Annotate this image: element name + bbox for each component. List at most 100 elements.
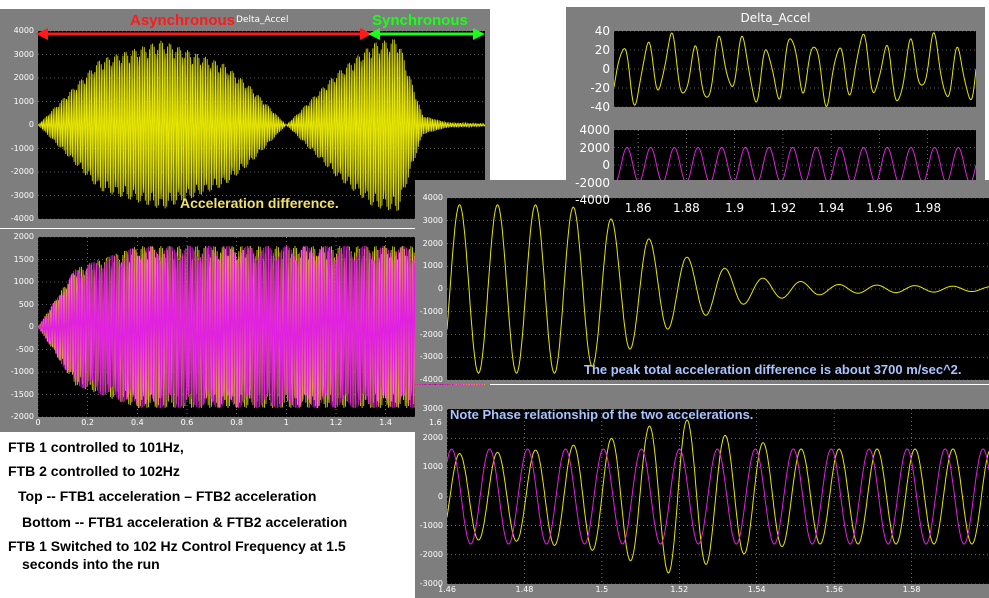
- panel-bottom-left: [0, 229, 490, 432]
- y-tick-label: -1000: [419, 520, 443, 530]
- y-tick-label: 1000: [13, 96, 34, 106]
- chart-bottom-right: [447, 409, 989, 584]
- x-tick-label: 1.58: [902, 585, 921, 594]
- x-tick-label: 1.2: [329, 418, 343, 427]
- caption-line-5: FTB 1 Switched to 102 Hz Control Frequen…: [8, 538, 346, 554]
- phase-note: Note Phase relationship of the two accel…: [450, 407, 754, 422]
- y-tick-label: 2000: [13, 232, 34, 241]
- y-tick-label: -4000: [10, 214, 34, 223]
- y-tick-label: -20: [590, 81, 610, 95]
- y-tick-label: 2000: [422, 238, 443, 248]
- x-tick-label: 1.6: [428, 418, 442, 427]
- synchronous-arrow: [368, 28, 485, 40]
- x-tick-label: 1.98: [914, 201, 942, 215]
- plot-top-right-upper: [614, 31, 976, 107]
- chart-top-right-upper: [614, 31, 976, 107]
- series-line-2: [447, 448, 989, 545]
- y-tick-label: -3000: [419, 579, 443, 588]
- y-tick-label: 500: [18, 299, 34, 309]
- y-tick-label: 1500: [13, 254, 34, 264]
- x-tick-label: 1.4: [379, 418, 393, 427]
- y-tick-label: 1000: [13, 277, 34, 286]
- x-tick-label: 0: [35, 418, 41, 427]
- asynchronous-label: Asynchronous: [130, 12, 236, 29]
- y-tick-label: 3000: [422, 404, 443, 413]
- x-tick-label: 1.52: [670, 585, 689, 594]
- caption-line-2: FTB 2 controlled to 102Hz: [8, 463, 180, 479]
- x-tick-label: 1: [283, 418, 289, 427]
- panel-bottom-right: [415, 385, 989, 598]
- y-tick-label: 4000: [579, 123, 610, 137]
- x-tick-label: 1.92: [769, 201, 797, 215]
- series-line-1: [614, 147, 976, 183]
- series-line-1: [447, 419, 989, 574]
- y-tick-label: -40: [590, 100, 610, 114]
- y-tick-label: -2000: [575, 175, 610, 190]
- y-tick-label: -1000: [10, 367, 34, 376]
- x-tick-label: 1.94: [817, 201, 845, 215]
- x-tick-label: 1.56: [825, 585, 844, 594]
- plot-top-left: [38, 31, 485, 219]
- x-tick-label: 1.46: [438, 585, 456, 594]
- y-tick-label: 40: [594, 24, 610, 38]
- delta-accel-small-label: Delta_Accel: [236, 15, 289, 25]
- y-tick-label: 0: [602, 158, 610, 172]
- y-tick-label: 20: [594, 43, 610, 57]
- y-tick-label: 2000: [13, 73, 34, 82]
- caption-line-6: seconds into the run: [22, 556, 160, 572]
- x-tick-label: 0.2: [81, 418, 95, 427]
- x-tick-label: 0.4: [130, 418, 144, 427]
- y-tick-label: 3000: [13, 49, 34, 59]
- chart-left-bottom: [38, 237, 485, 417]
- caption-line-4: Bottom -- FTB1 acceleration & FTB2 accel…: [22, 514, 348, 530]
- y-tick-label: -4000: [575, 193, 610, 207]
- y-tick-label: 1000: [422, 462, 443, 472]
- y-tick-label: -2000: [419, 549, 443, 559]
- chart-left-top: [38, 31, 485, 219]
- y-tick-label: -3000: [419, 352, 443, 362]
- y-tick-label: 0: [28, 322, 34, 331]
- y-tick-label: -1500: [10, 389, 34, 399]
- asynchronous-arrow: [36, 28, 372, 40]
- plot-bottom-left: [38, 237, 485, 417]
- x-tick-label: 1.88: [673, 201, 700, 215]
- y-tick-label: 0: [437, 491, 443, 501]
- x-tick-label: 1.48: [515, 585, 534, 594]
- y-tick-label: -1000: [10, 143, 34, 153]
- figure-title: Delta_Accel: [740, 11, 811, 25]
- caption-line-3: Top -- FTB1 acceleration – FTB2 accelera…: [18, 488, 317, 504]
- series-line-2: [38, 245, 485, 409]
- x-tick-label: 1.86: [624, 201, 652, 215]
- x-tick-label: 1.96: [866, 201, 893, 215]
- y-tick-label: 2000: [422, 433, 443, 443]
- y-tick-label: 4000: [13, 26, 34, 35]
- y-tick-label: -2000: [10, 167, 34, 176]
- caption-line-1: FTB 1 controlled to 101Hz,: [8, 439, 184, 455]
- peak-note: The peak total acceleration difference i…: [584, 362, 962, 377]
- chart-middle-right: [447, 198, 989, 380]
- y-tick-label: -4000: [419, 375, 443, 384]
- plot-middle-right: [447, 198, 989, 380]
- y-tick-label: 4000: [422, 193, 443, 202]
- x-tick-label: 1.9: [725, 201, 745, 215]
- plot-bottom-right: [447, 409, 989, 584]
- x-tick-label: 1.54: [747, 585, 766, 594]
- x-tick-label: 0.6: [180, 418, 194, 427]
- y-tick-label: 0: [602, 62, 610, 76]
- y-tick-label: -1000: [419, 306, 443, 316]
- y-tick-label: -500: [15, 344, 34, 354]
- series-line-1: [447, 204, 989, 374]
- panel-middle-right: [415, 180, 989, 384]
- x-tick-label: 0.8: [230, 418, 244, 427]
- y-tick-label: -2000: [10, 412, 34, 421]
- x-tick-label: 1.5: [595, 585, 609, 594]
- y-tick-label: 0: [437, 284, 443, 293]
- series-line-1: [38, 39, 485, 211]
- panel-top-left: [0, 9, 490, 228]
- y-tick-label: 0: [28, 120, 34, 129]
- y-tick-label: 3000: [422, 215, 443, 225]
- y-tick-label: -2000: [419, 329, 443, 339]
- y-tick-label: 2000: [579, 140, 610, 155]
- y-tick-label: -3000: [10, 190, 34, 200]
- series-line-1: [614, 32, 976, 107]
